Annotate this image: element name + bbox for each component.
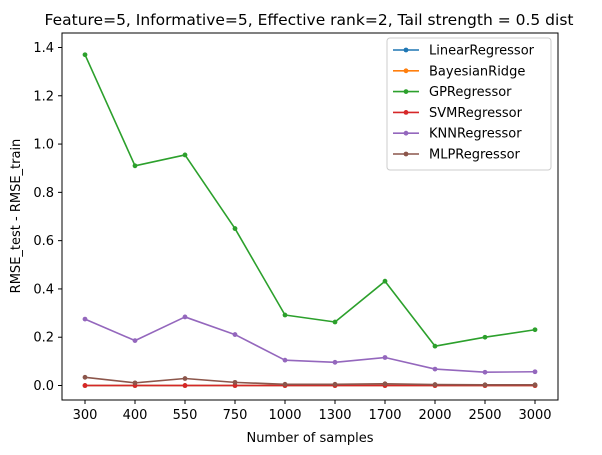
data-point xyxy=(82,374,88,380)
data-point xyxy=(332,359,338,365)
series-line xyxy=(84,316,536,374)
data-point xyxy=(482,369,488,375)
data-point xyxy=(182,314,188,320)
x-tick-label: 1700 xyxy=(368,408,401,423)
x-tick-label: 1300 xyxy=(318,408,351,423)
legend-item: SVMRegressor xyxy=(393,106,523,121)
series-KNNRegressor xyxy=(82,314,538,375)
series-GPRegressor xyxy=(82,52,538,349)
x-tick-label: 750 xyxy=(223,408,248,423)
legend-label: KNNRegressor xyxy=(429,127,522,142)
y-tick-label: 1.4 xyxy=(33,41,54,56)
data-point xyxy=(382,278,388,284)
x-tick-label: 300 xyxy=(73,408,98,423)
data-point xyxy=(82,383,88,388)
data-point xyxy=(82,52,88,58)
data-point xyxy=(382,355,388,360)
data-point xyxy=(532,327,538,333)
legend-label: LinearRegressor xyxy=(429,44,535,59)
data-point xyxy=(182,152,188,158)
legend-item: BayesianRidge xyxy=(393,64,525,79)
legend-marker xyxy=(403,47,409,53)
data-point xyxy=(232,379,238,385)
data-point xyxy=(432,366,438,372)
data-point xyxy=(132,338,138,344)
data-point xyxy=(282,381,288,387)
y-tick-label: 1.0 xyxy=(33,138,54,153)
data-point xyxy=(532,369,538,375)
data-point xyxy=(382,381,388,387)
legend-box xyxy=(386,37,552,171)
y-tick-label: 0.8 xyxy=(33,186,54,201)
x-tick-label: 550 xyxy=(173,408,198,423)
data-point xyxy=(532,382,538,388)
x-tick-label: 3000 xyxy=(518,408,551,423)
y-axis-label: RMSE_test - RMSE_train xyxy=(9,139,24,294)
legend-marker xyxy=(403,151,409,157)
x-tick-label: 2500 xyxy=(468,408,501,423)
legend: LinearRegressor BayesianRidge GPRegressor S… xyxy=(386,37,552,171)
plot-area xyxy=(82,52,538,388)
data-point xyxy=(482,334,488,340)
legend-marker xyxy=(403,110,409,115)
legend-marker xyxy=(403,89,409,94)
data-point xyxy=(282,312,288,318)
data-point xyxy=(132,380,138,386)
legend-marker xyxy=(403,68,409,74)
legend-label: GPRegressor xyxy=(429,85,512,100)
data-point xyxy=(232,332,238,337)
y-tick-label: 1.2 xyxy=(33,89,54,104)
y-tick-label: 0.2 xyxy=(33,331,54,346)
data-point xyxy=(332,381,338,387)
data-point xyxy=(82,316,88,322)
legend-label: MLPRegressor xyxy=(429,148,521,163)
legend-label: SVMRegressor xyxy=(429,106,523,121)
plot-frame xyxy=(61,32,559,401)
data-point xyxy=(432,382,438,387)
data-point xyxy=(332,319,338,325)
legend-item: LinearRegressor xyxy=(393,44,535,59)
series-line xyxy=(84,54,536,347)
y-tick-label: 0.6 xyxy=(33,234,54,249)
x-tick-label: 2000 xyxy=(418,408,451,423)
data-point xyxy=(132,163,138,169)
legend-item: GPRegressor xyxy=(393,85,512,100)
data-point xyxy=(182,376,188,381)
series-MLPRegressor xyxy=(82,374,538,388)
x-tick-label: 1000 xyxy=(268,408,301,423)
legend-item: MLPRegressor xyxy=(393,148,521,163)
legend-item: KNNRegressor xyxy=(393,127,522,142)
data-point xyxy=(432,343,438,349)
series-line xyxy=(84,376,535,386)
legend-marker xyxy=(403,130,409,136)
x-axis: 300 400 550 750 1000 1300 1700 2000 2500 3000 xyxy=(73,400,552,423)
data-point xyxy=(232,226,238,231)
legend-label: BayesianRidge xyxy=(429,64,525,79)
x-tick-label: 400 xyxy=(123,408,148,423)
x-axis-label: Number of samples xyxy=(246,431,373,446)
y-tick-label: 0.4 xyxy=(33,282,54,297)
y-axis: 0.0 0.2 0.4 0.6 0.8 1.0 1.2 1.4 xyxy=(33,41,62,394)
data-point xyxy=(482,382,488,388)
y-tick-label: 0.0 xyxy=(33,379,54,394)
data-point xyxy=(182,383,188,388)
data-point xyxy=(282,357,288,363)
chart-title: Feature=5, Informative=5, Effective rank… xyxy=(45,11,574,29)
